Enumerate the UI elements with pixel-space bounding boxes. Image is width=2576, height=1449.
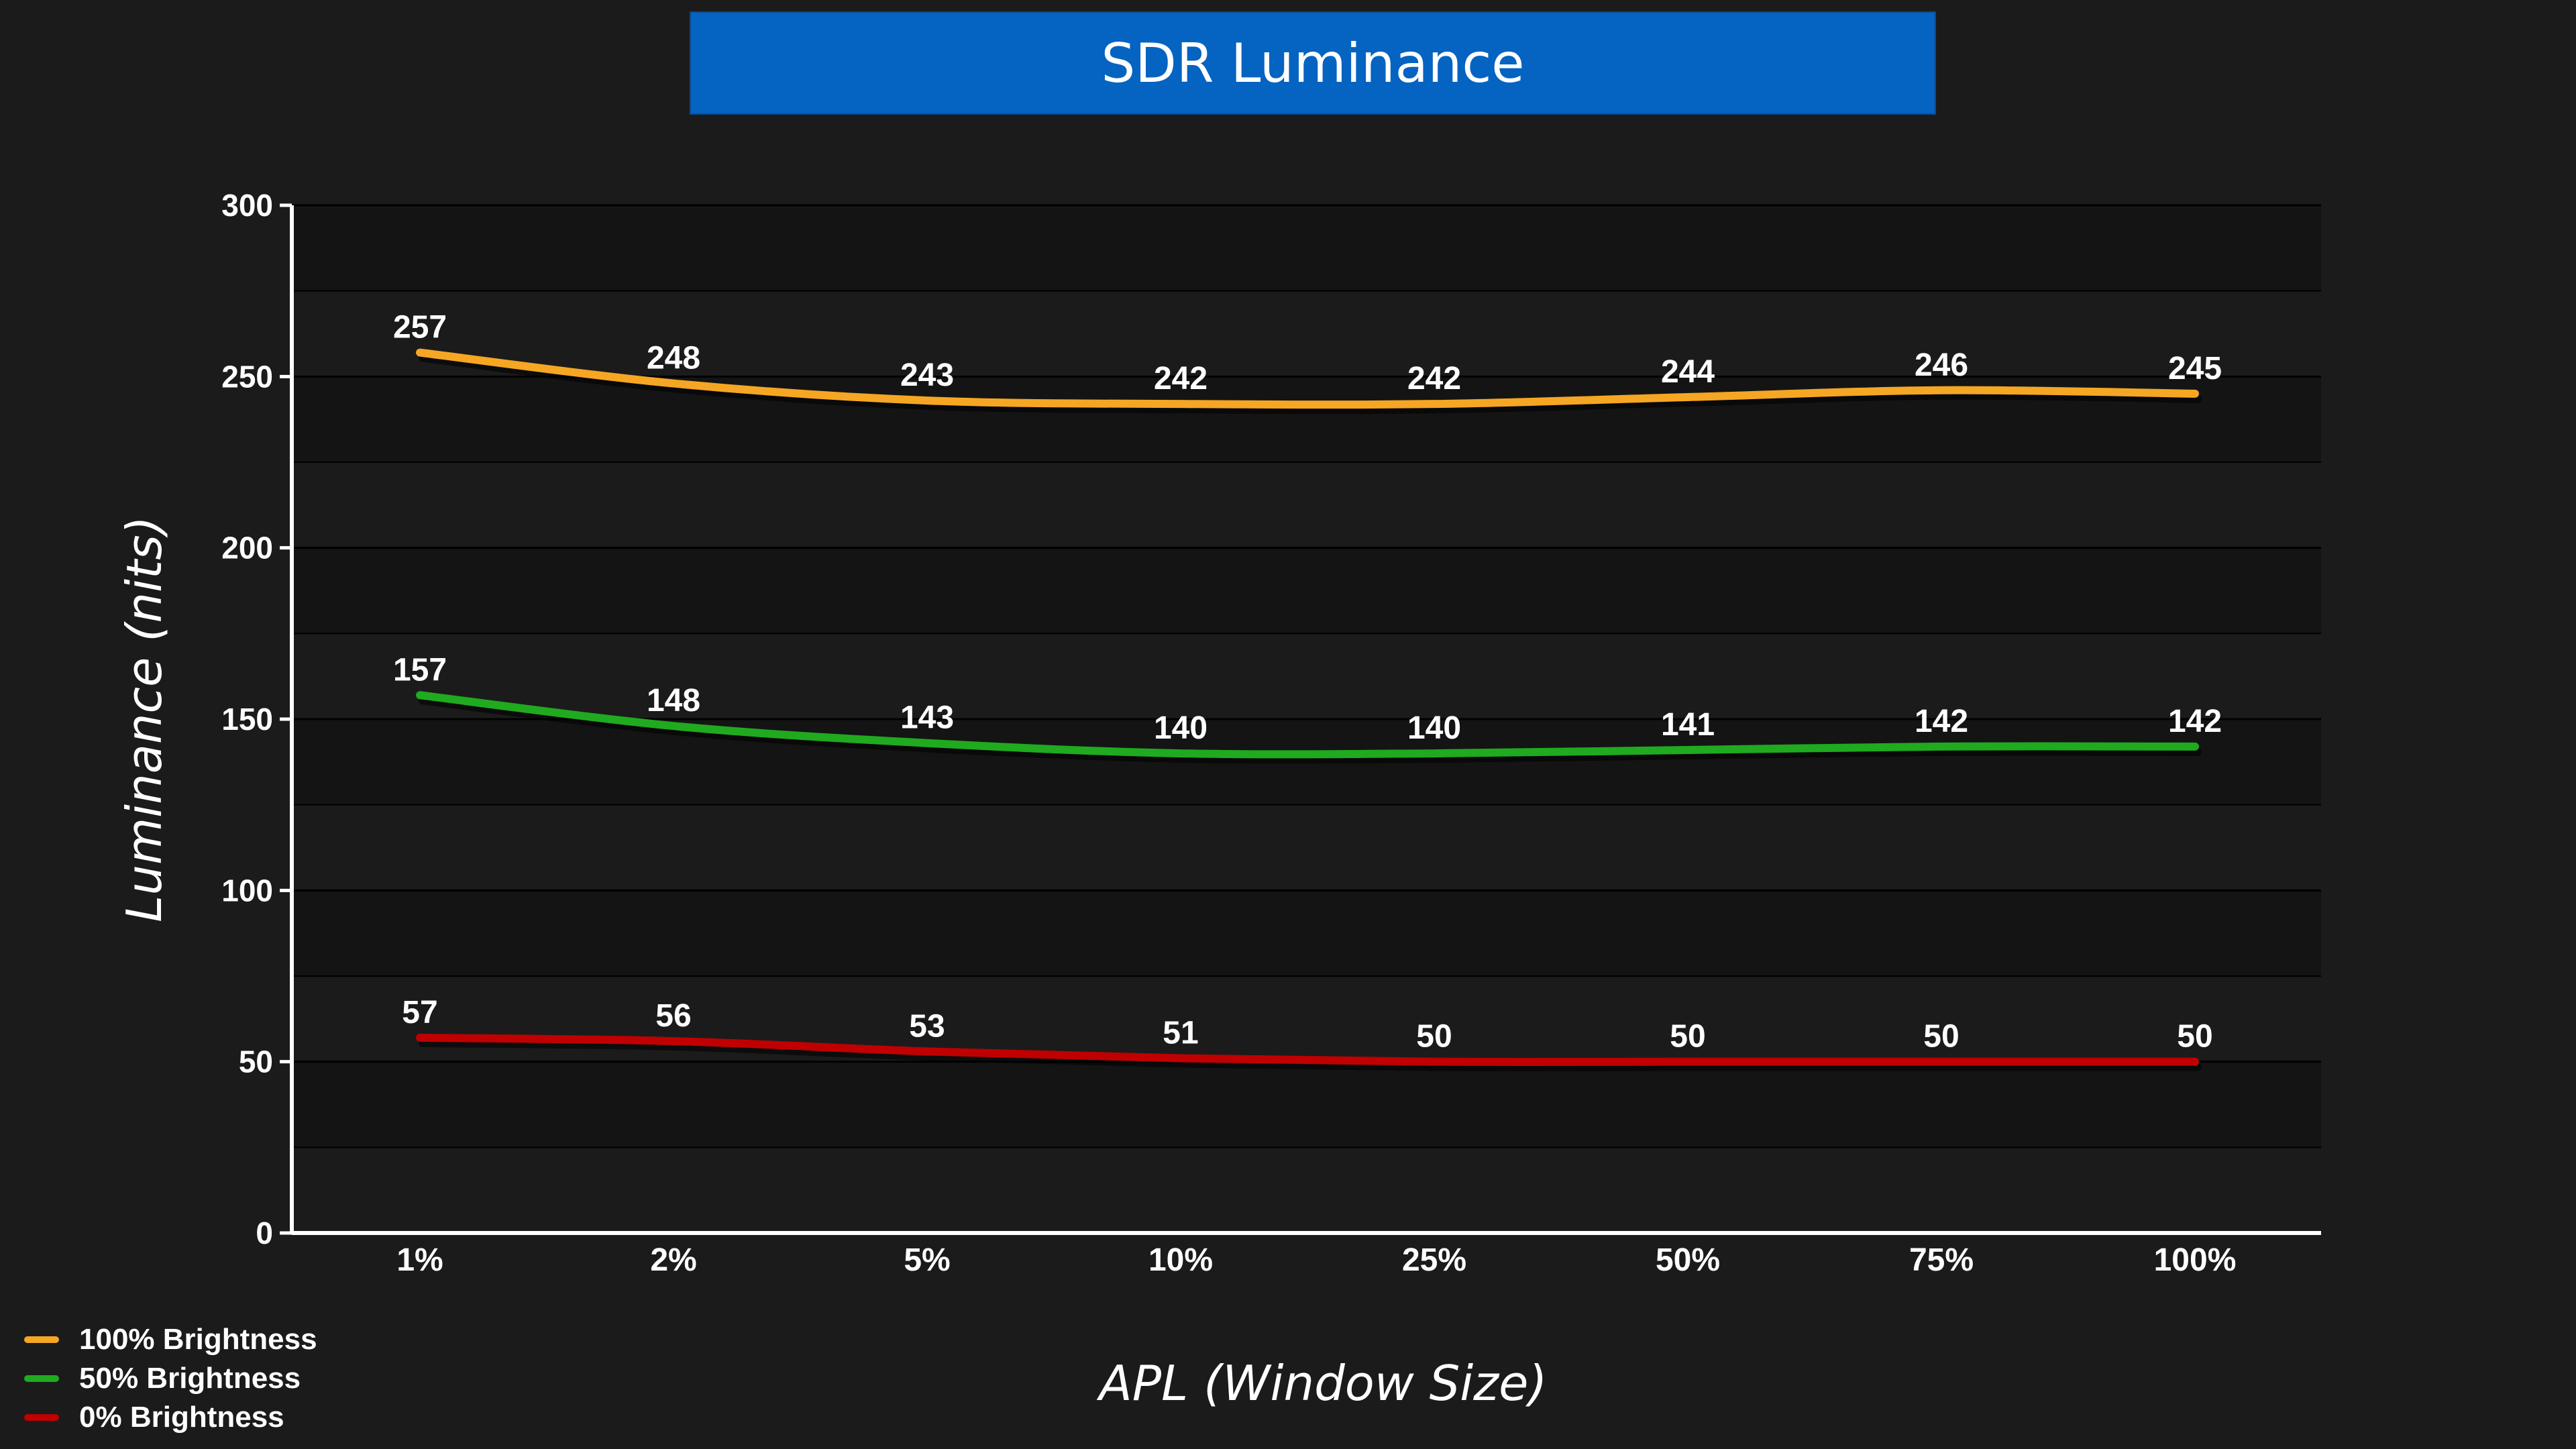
data-label: 257 [393, 310, 447, 345]
y-tick-label: 50 [239, 1044, 273, 1079]
y-tick-label: 300 [221, 188, 273, 223]
legend-item: 50% Brightness [24, 1359, 317, 1398]
legend-swatch [24, 1336, 59, 1343]
plot-band [292, 462, 2321, 548]
data-label: 242 [1154, 361, 1208, 396]
plot-band [292, 804, 2321, 891]
data-label: 53 [909, 1008, 945, 1044]
series-line-shadow [419, 696, 2202, 764]
plot-band [292, 633, 2321, 719]
y-tick-label: 100 [221, 873, 273, 908]
chart-title: SDR Luminance [690, 11, 1936, 115]
data-label: 142 [1915, 704, 1968, 739]
legend-swatch [24, 1414, 59, 1421]
x-axis-title: APL (Window Size) [1096, 1355, 1547, 1411]
data-label: 141 [1661, 707, 1715, 743]
y-tick-label: 250 [221, 359, 273, 394]
y-tick-label: 150 [221, 702, 273, 737]
legend-item: 0% Brightness [24, 1398, 317, 1437]
data-label: 51 [1163, 1016, 1198, 1051]
plot-band [292, 890, 2321, 976]
x-tick-label: 1% [396, 1242, 443, 1278]
y-tick-label: 0 [256, 1216, 273, 1250]
legend: 100% Brightness 50% Brightness 0% Brightne… [24, 1320, 317, 1437]
x-tick-label: 10% [1148, 1242, 1213, 1278]
data-label: 50 [1416, 1019, 1452, 1055]
plot-band [292, 547, 2321, 634]
x-tick-label: 25% [1402, 1242, 1466, 1278]
legend-label: 0% Brightness [79, 1401, 284, 1434]
legend-item: 100% Brightness [24, 1320, 317, 1359]
series-line-shadow [419, 1038, 2202, 1072]
plot-band [292, 1061, 2321, 1148]
data-label: 140 [1407, 710, 1461, 746]
legend-label: 50% Brightness [79, 1362, 301, 1395]
x-tick-label: 75% [1909, 1242, 1974, 1278]
x-tick-label: 2% [650, 1242, 696, 1278]
data-label: 148 [647, 683, 700, 718]
data-label: 243 [900, 358, 954, 393]
series-line-0 [416, 348, 2199, 409]
y-tick-label: 200 [221, 531, 273, 566]
series-line-1 [416, 691, 2199, 759]
x-tick-label: 100% [2154, 1242, 2237, 1278]
data-label: 50 [1670, 1019, 1705, 1055]
legend-label: 100% Brightness [79, 1323, 317, 1356]
data-label: 140 [1154, 710, 1208, 746]
x-tick-label: 5% [904, 1242, 950, 1278]
legend-swatch [24, 1375, 59, 1382]
series-line-shadow [419, 354, 2202, 415]
data-label: 248 [647, 341, 700, 376]
data-label: 143 [900, 700, 954, 736]
data-label: 242 [1407, 361, 1461, 396]
x-tick-label: 50% [1656, 1242, 1720, 1278]
plot-band [292, 205, 2321, 291]
plot-band [292, 290, 2321, 377]
series-line-2 [416, 1033, 2199, 1067]
data-label: 246 [1915, 347, 1968, 383]
data-label: 57 [402, 995, 437, 1030]
data-label: 245 [2168, 351, 2222, 386]
data-label: 56 [655, 998, 691, 1034]
plot-band [292, 1147, 2321, 1233]
data-label: 50 [2177, 1019, 2212, 1055]
data-label: 142 [2168, 704, 2222, 739]
data-label: 157 [393, 652, 447, 688]
y-axis-title: Luminance (nits) [116, 516, 172, 922]
data-label: 50 [1923, 1019, 1959, 1055]
data-label: 244 [1661, 354, 1715, 390]
